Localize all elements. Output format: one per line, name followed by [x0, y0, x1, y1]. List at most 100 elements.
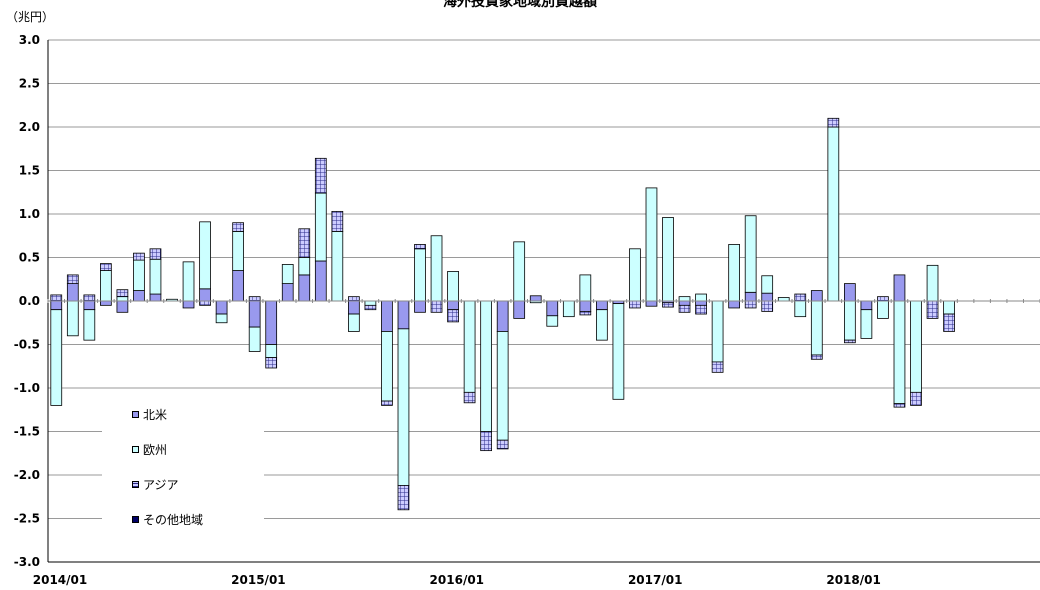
legend-item-europe: 欧州 — [132, 441, 167, 458]
bar-segment-2-24 — [447, 309, 459, 323]
bar-segment-2-52 — [910, 391, 922, 406]
y-tick-label: 1.5 — [19, 164, 40, 178]
bar-segment-0-9 — [199, 288, 211, 302]
bar-segment-0-11 — [232, 270, 244, 302]
bar-segment-1-42 — [744, 215, 757, 293]
bar-segment-2-32 — [579, 311, 592, 316]
bar-segment-2-16 — [314, 157, 327, 194]
bar-segment-1-53 — [926, 264, 939, 302]
bar-segment-0-27 — [496, 300, 509, 332]
bar-segment-2-54 — [943, 313, 955, 332]
y-tick-label: -1.5 — [14, 425, 40, 439]
y-tick-label: 0.0 — [19, 294, 40, 308]
y-tick-label: -1.0 — [14, 381, 40, 395]
x-tick-label: 2017/01 — [628, 573, 682, 587]
bar-segment-1-54 — [943, 300, 955, 315]
bar-segment-2-25 — [463, 391, 476, 404]
bar-segment-2-5 — [133, 252, 145, 261]
bar-segment-0-2 — [83, 300, 96, 311]
bar-segment-2-9 — [199, 300, 211, 306]
bar-segment-0-12 — [248, 300, 261, 328]
bar-segment-1-11 — [232, 230, 244, 271]
bar-segment-0-38 — [678, 300, 691, 306]
bar-segment-0-48 — [844, 283, 856, 302]
bar-segment-0-3 — [100, 300, 112, 306]
bar-segment-2-3 — [100, 263, 112, 271]
bar-segment-0-32 — [579, 300, 592, 312]
y-tick-label: -3.0 — [14, 555, 40, 569]
bar-segment-2-26 — [480, 431, 492, 452]
bar-segment-2-17 — [331, 210, 344, 232]
bar-segment-2-50 — [877, 296, 889, 302]
bar-segment-2-27 — [496, 439, 509, 450]
bar-segment-0-16 — [314, 260, 327, 302]
bar-segment-2-45 — [794, 293, 807, 302]
bar-segment-0-8 — [182, 300, 195, 309]
bar-segment-1-0 — [50, 309, 63, 406]
bar-segment-0-15 — [298, 274, 311, 302]
bar-segment-0-30 — [546, 300, 559, 317]
bar-segment-1-35 — [629, 248, 641, 302]
bar-segment-2-0 — [50, 294, 63, 302]
bar-segment-0-49 — [860, 300, 873, 311]
bar-segment-2-39 — [695, 304, 707, 315]
bar-segment-2-48 — [844, 339, 856, 344]
bar-segment-1-34 — [612, 303, 625, 400]
bar-segment-0-14 — [281, 283, 294, 302]
bar-segment-2-53 — [926, 300, 939, 319]
bar-segment-2-20 — [381, 400, 393, 406]
x-tick-label: 2016/01 — [430, 573, 484, 587]
legend-swatch-icon — [132, 516, 139, 523]
bar-segment-0-28 — [513, 300, 526, 319]
bar-segment-0-1 — [66, 283, 79, 302]
bar-segment-2-42 — [744, 300, 757, 309]
bar-segment-0-22 — [414, 300, 426, 313]
chart-title: 海外投資家地域別買越額 — [443, 0, 597, 10]
bar-segment-1-48 — [844, 300, 856, 341]
y-tick-label: 2.0 — [19, 120, 40, 134]
bar-segment-2-23 — [430, 300, 443, 313]
bar-segment-0-18 — [348, 300, 360, 315]
bar-segment-0-10 — [215, 300, 228, 315]
bar-segment-1-2 — [83, 309, 96, 341]
bar-segment-1-13 — [265, 344, 278, 358]
bar-segment-2-2 — [83, 294, 96, 302]
bar-segment-1-20 — [381, 331, 393, 402]
bar-segment-1-19 — [364, 300, 377, 306]
legend-label: 欧州 — [143, 443, 168, 457]
bar-segment-1-12 — [248, 326, 261, 352]
bar-segment-0-6 — [149, 293, 162, 302]
bar-segment-1-41 — [728, 244, 740, 302]
bar-segment-1-6 — [149, 258, 162, 295]
bar-segment-1-50 — [877, 300, 889, 319]
bar-segment-2-19 — [364, 304, 377, 311]
bar-segment-0-43 — [761, 292, 774, 302]
bar-segment-1-27 — [496, 331, 509, 441]
bar-segment-2-13 — [265, 357, 278, 369]
bar-segment-1-39 — [695, 293, 707, 302]
legend-label: アジア — [143, 478, 179, 492]
bar-segment-1-24 — [447, 271, 459, 302]
bar-segment-0-33 — [596, 300, 608, 311]
bar-segment-0-21 — [397, 300, 410, 330]
legend-swatch-icon — [132, 481, 139, 488]
bar-segment-0-5 — [133, 290, 145, 302]
y-tick-label: 2.5 — [19, 77, 40, 91]
bar-segment-2-51 — [893, 403, 906, 408]
y-tick-label: -2.0 — [14, 468, 40, 482]
legend-label: 北米 — [143, 408, 168, 422]
bar-segment-1-18 — [348, 313, 360, 332]
bar-segment-0-36 — [645, 300, 658, 307]
bar-segment-2-38 — [678, 304, 691, 313]
bar-segment-1-38 — [678, 296, 691, 302]
bar-segment-1-36 — [645, 187, 658, 302]
bar-segment-0-51 — [893, 274, 906, 302]
bar-segment-1-47 — [827, 126, 840, 302]
legend-swatch-icon — [132, 411, 139, 418]
bar-segment-1-17 — [331, 230, 344, 302]
bar-segment-0-20 — [381, 300, 393, 332]
bar-segment-0-39 — [695, 300, 707, 306]
bar-segment-2-6 — [149, 248, 162, 260]
bar-segment-1-51 — [893, 300, 906, 405]
y-tick-label: 0.5 — [19, 251, 40, 265]
